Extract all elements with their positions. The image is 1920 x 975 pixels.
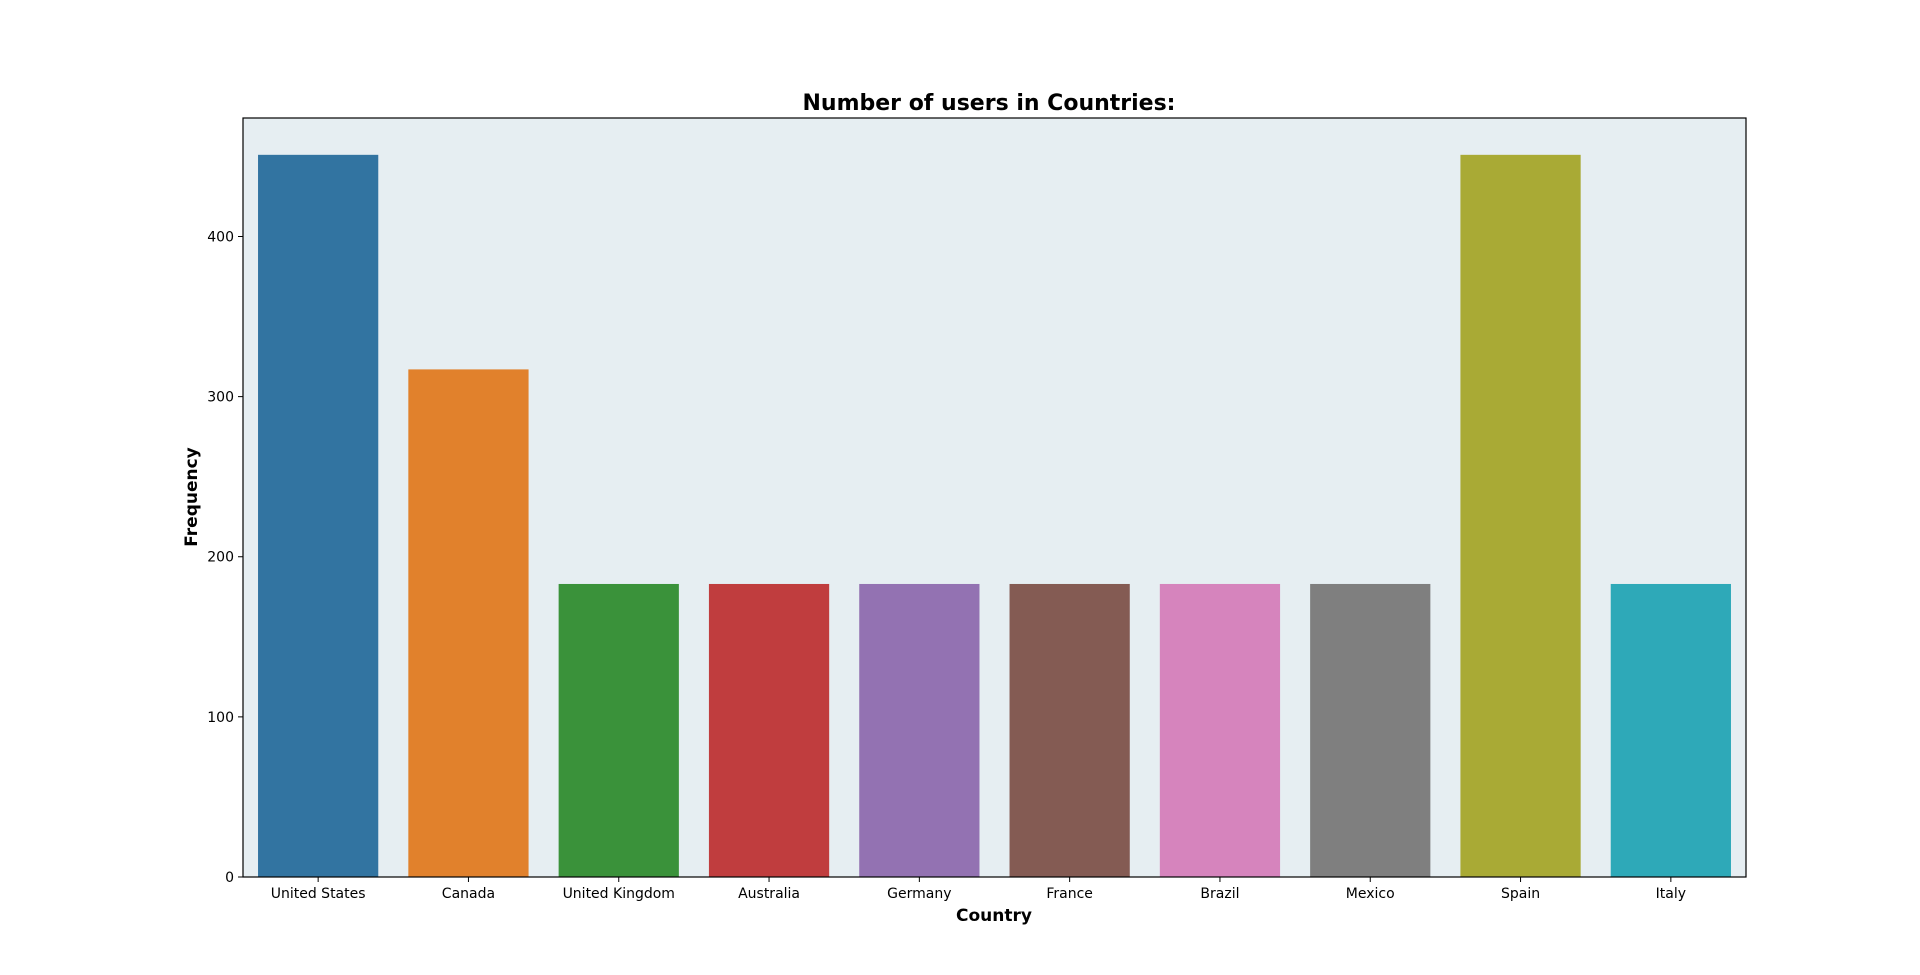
x-tick-label: France (1046, 886, 1093, 902)
x-tick-label: Italy (1656, 886, 1686, 902)
bar-mexico (1310, 583, 1431, 877)
y-tick-label: 300 (207, 390, 234, 406)
bar-germany (859, 583, 980, 877)
plot-frame (242, 117, 1747, 878)
bar-brazil (1159, 583, 1281, 877)
chart-title: Number of users in Countries: (803, 91, 1176, 116)
bar-united-kingdom (558, 583, 679, 877)
bar-australia (708, 583, 830, 877)
x-axis-title: Country (956, 906, 1032, 926)
y-tick-label: 100 (207, 710, 234, 726)
bar-italy (1610, 583, 1731, 877)
x-tick-label: Spain (1501, 886, 1540, 902)
bar-united-states (258, 154, 379, 878)
bar-canada (408, 369, 529, 877)
x-tick-label: Germany (887, 886, 951, 902)
x-tick-label: United Kingdom (563, 886, 675, 902)
y-tick-label: 200 (207, 550, 234, 566)
y-tick-label: 0 (225, 870, 234, 886)
x-axis: United States Canada United Kingdom Austral… (271, 877, 1686, 902)
bars-group (258, 154, 1731, 878)
x-tick-label: United States (271, 886, 366, 902)
x-tick-label: Canada (442, 886, 495, 902)
y-axis-title: Frequency (182, 447, 202, 547)
x-tick-label: Australia (738, 886, 800, 902)
x-tick-label: Brazil (1200, 886, 1239, 902)
x-tick-label: Mexico (1346, 886, 1395, 902)
bar-spain (1460, 154, 1581, 878)
bar-france (1009, 583, 1130, 877)
y-tick-label: 400 (207, 229, 234, 245)
y-axis: 0 100 200 300 400 (207, 229, 243, 886)
